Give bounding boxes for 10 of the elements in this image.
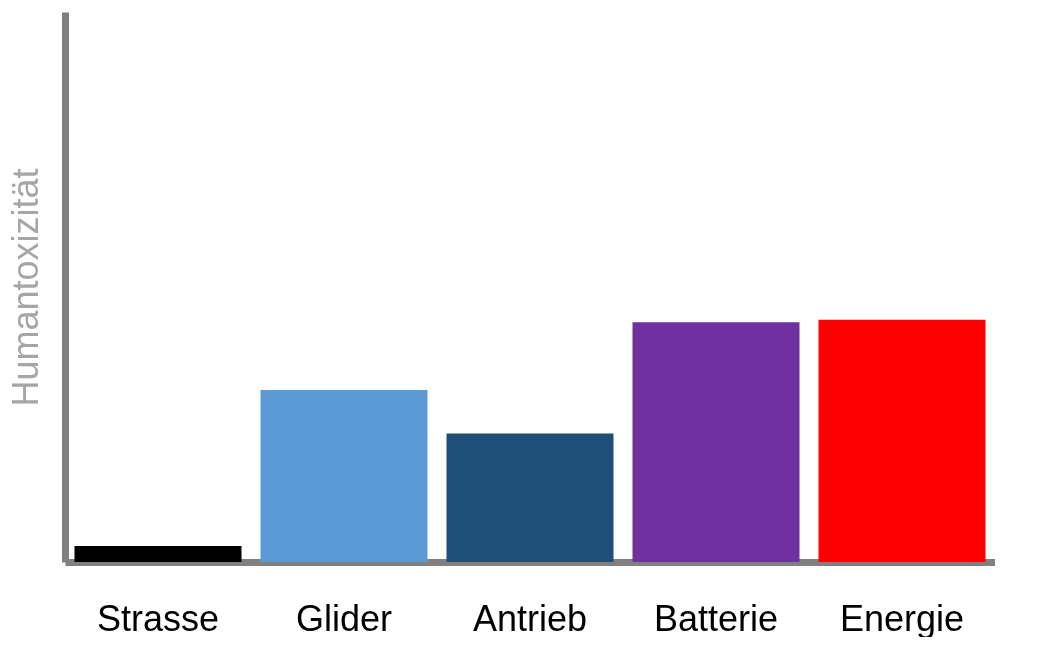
bar [260,389,428,562]
x-tick-label: Glider [295,597,393,639]
bar [446,433,614,562]
x-tick-label: Batterie [653,597,779,639]
x-tick-label: Antrieb [472,597,588,639]
y-axis-title: Humantoxizität [4,168,46,407]
bar [74,546,242,562]
bar [818,319,986,562]
bar [632,322,800,562]
x-tick-label: Strasse [96,597,220,639]
